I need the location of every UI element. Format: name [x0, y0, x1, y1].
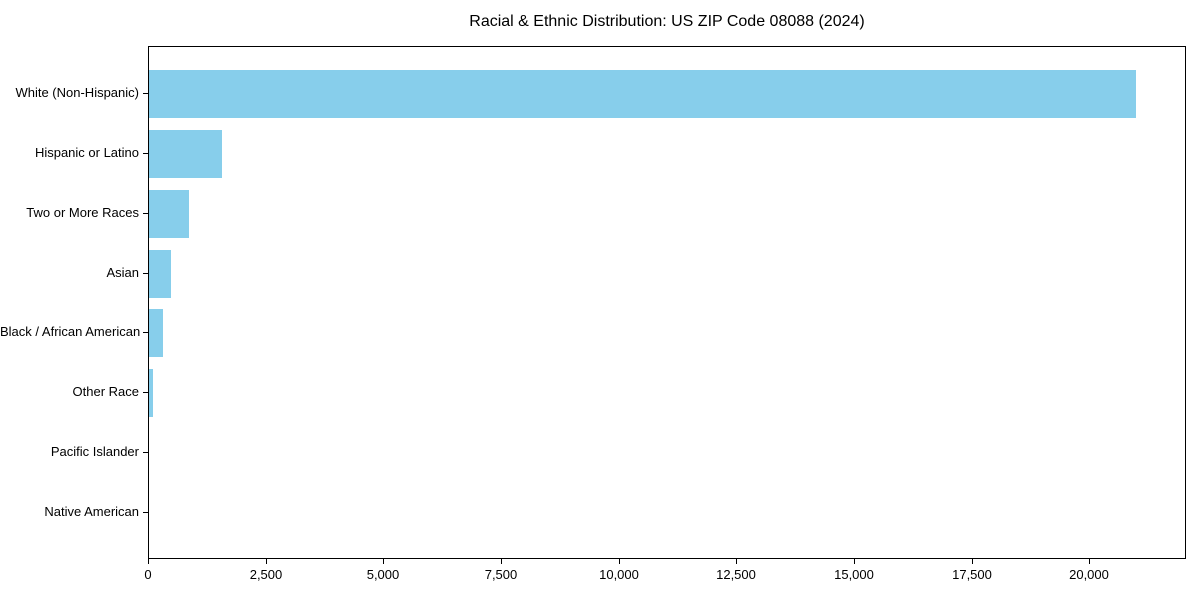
bar-black-african-american — [149, 309, 164, 358]
y-tick — [143, 213, 148, 214]
y-tick — [143, 332, 148, 333]
x-tick-label: 20,000 — [1069, 567, 1109, 582]
bar-white-non-hispanic — [149, 70, 1136, 119]
x-tick-label: 0 — [144, 567, 152, 582]
x-tick — [619, 559, 620, 564]
x-tick-label: 5,000 — [366, 567, 400, 582]
x-tick — [972, 559, 973, 564]
y-tick — [143, 93, 148, 94]
y-tick-label: White (Non-Hispanic) — [15, 85, 139, 100]
y-tick — [143, 153, 148, 154]
x-tick — [736, 559, 737, 564]
x-tick — [1089, 559, 1090, 564]
chart-title: Racial & Ethnic Distribution: US ZIP Cod… — [469, 13, 865, 30]
y-tick — [143, 273, 148, 274]
y-tick — [143, 392, 148, 393]
bar-asian — [149, 249, 172, 298]
y-tick-label: Other Race — [72, 384, 139, 399]
y-tick-label: Asian — [106, 265, 139, 280]
plot-area — [148, 46, 1186, 559]
x-tick — [266, 559, 267, 564]
bar-hispanic-or-latino — [149, 130, 222, 178]
y-tick — [143, 512, 148, 513]
bar-other-race — [149, 369, 153, 418]
y-tick — [143, 452, 148, 453]
y-tick-label: Black / African American — [0, 324, 141, 339]
y-tick-label: Hispanic or Latino — [34, 145, 139, 160]
y-tick-label: Native American — [44, 504, 139, 519]
x-tick — [854, 559, 855, 564]
y-tick-label: Pacific Islander — [50, 444, 139, 459]
x-tick-label: 7,500 — [484, 567, 518, 582]
x-tick-label: 10,000 — [599, 567, 639, 582]
x-tick-label: 2,500 — [249, 567, 283, 582]
x-tick-label: 17,500 — [952, 567, 992, 582]
x-tick — [501, 559, 502, 564]
bar-two-or-more-races — [149, 189, 189, 238]
x-tick-label: 12,500 — [716, 567, 756, 582]
x-tick-label: 15,000 — [834, 567, 874, 582]
y-tick-label: Two or More Races — [26, 205, 139, 220]
x-tick — [383, 559, 384, 564]
x-tick — [148, 559, 149, 564]
